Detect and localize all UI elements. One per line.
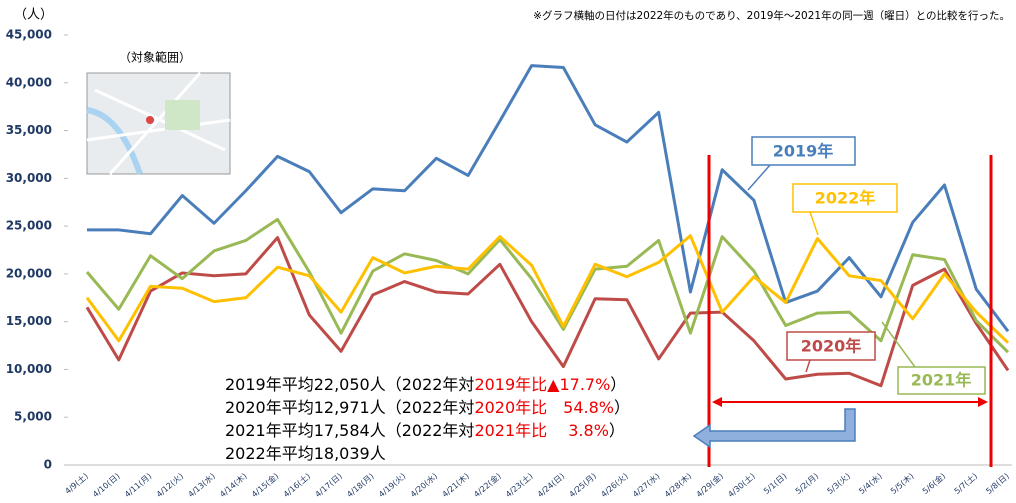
series-line	[85, 236, 1010, 388]
x-tick-label: 4/17(日)	[313, 472, 343, 500]
callout-pointer	[881, 321, 916, 368]
y-tick-label: 25,000	[6, 219, 52, 233]
x-tick-label: 5/3(火)	[826, 472, 853, 496]
x-tick-label: 4/23(土)	[503, 471, 534, 499]
summary-suffix: ）	[614, 398, 630, 417]
x-tick-label: 4/13(水)	[186, 471, 217, 499]
y-tick-label: 30,000	[6, 171, 52, 185]
summary-suffix: ）	[610, 375, 626, 394]
y-tick-label: 10,000	[6, 362, 52, 376]
block-arrow	[692, 408, 856, 449]
summary-line: 2020年平均12,971人（2022年対2020年比 54.8%）	[225, 398, 630, 417]
x-tick-label: 4/25(月)	[568, 472, 598, 500]
series-line	[85, 217, 1010, 354]
x-tick-label: 4/21(木)	[440, 471, 471, 499]
x-tick-label: 4/18(月)	[345, 472, 375, 500]
unit-label: （人）	[14, 8, 53, 23]
x-tick-label: 5/5(木)	[888, 471, 915, 496]
series-line	[85, 234, 1010, 344]
map-roads	[86, 72, 231, 175]
x-tick-label: 4/19(火)	[377, 472, 407, 500]
x-tick-label: 5/1(日)	[762, 472, 789, 496]
y-tick-label: 0	[44, 458, 52, 472]
x-tick-label: 4/30(土)	[726, 471, 757, 499]
x-tick-label: 4/29(金)	[694, 471, 725, 499]
x-tick-label: 5/6(金)	[920, 471, 947, 496]
summary-prefix: 2020年平均12,971人（2022年対	[225, 398, 474, 417]
x-tick-label: 4/14(木)	[218, 471, 249, 499]
callout-pointer	[809, 211, 819, 236]
x-tick-label: 4/26(火)	[599, 472, 629, 500]
summary-line: 2021年平均17,584人（2022年対2021年比 3.8%）	[225, 421, 625, 440]
x-tick-label: 4/20(水)	[408, 471, 439, 499]
x-tick-label: 4/12(火)	[155, 472, 185, 500]
x-tick-label: 5/8(日)	[984, 472, 1011, 496]
summary-prefix: 2019年平均22,050人（2022年対	[225, 375, 474, 394]
x-tick-label: 4/10(日)	[91, 472, 121, 500]
series-line	[87, 64, 1010, 333]
summary-highlight: 2019年比▲17.7%	[474, 375, 610, 394]
x-tick-label: 5/4(水)	[857, 471, 884, 496]
summary-line: 2019年平均22,050人（2022年対2019年比▲17.7%）	[225, 375, 626, 394]
summary-highlight: 2021年比 3.8%	[474, 421, 608, 440]
callout-box	[792, 183, 898, 213]
map-park	[165, 100, 200, 130]
x-tick-label: 4/28(木)	[662, 471, 693, 499]
x-tick-label: 4/22(金)	[472, 471, 503, 499]
y-tick-label: 15,000	[6, 314, 52, 328]
series-label: 2019年	[773, 142, 834, 161]
callout-box	[786, 331, 876, 361]
note: ※グラフ横軸の日付は2022年のものであり、2019年～2021年の同一週（曜日…	[533, 9, 1010, 22]
x-tick-label: 4/16(土)	[281, 471, 312, 499]
callout-box	[897, 366, 986, 395]
y-tick-label: 35,000	[6, 123, 52, 137]
summary-prefix: 2021年平均17,584人（2022年対	[225, 421, 474, 440]
summary-line: 2022年平均18,039人	[225, 444, 386, 463]
x-tick-label: 4/24(日)	[536, 472, 566, 500]
map-inset: （対象範囲）	[86, 50, 231, 175]
y-tick-label: 45,000	[6, 28, 52, 42]
annotation-shapes	[692, 136, 993, 467]
summary-prefix: 2022年平均18,039人	[225, 444, 386, 463]
summary-suffix: ）	[609, 421, 625, 440]
callout-box	[751, 136, 856, 166]
x-tick-label: 5/2(月)	[794, 472, 821, 496]
x-tick-label: 4/11(月)	[123, 472, 153, 500]
callout-pointer	[805, 359, 811, 373]
x-tick-label: 4/15(金)	[249, 471, 280, 499]
map-pin	[146, 116, 154, 124]
y-tick-label: 40,000	[6, 75, 52, 89]
x-tick-label: 4/27(水)	[630, 471, 661, 499]
series-label: 2022年	[815, 189, 876, 208]
series-label: 2020年	[801, 337, 862, 356]
map-caption: （対象範囲）	[119, 50, 191, 65]
y-tick-label: 5,000	[14, 410, 52, 424]
x-tick-label: 5/7(土)	[952, 471, 979, 496]
x-tick-label: 4/9(土)	[63, 471, 90, 496]
map-river	[86, 107, 143, 175]
summary-highlight: 2020年比 54.8%	[474, 398, 614, 417]
callout-pointer	[747, 164, 771, 191]
y-tick-label: 20,000	[6, 266, 52, 280]
series-label: 2021年	[911, 371, 972, 390]
